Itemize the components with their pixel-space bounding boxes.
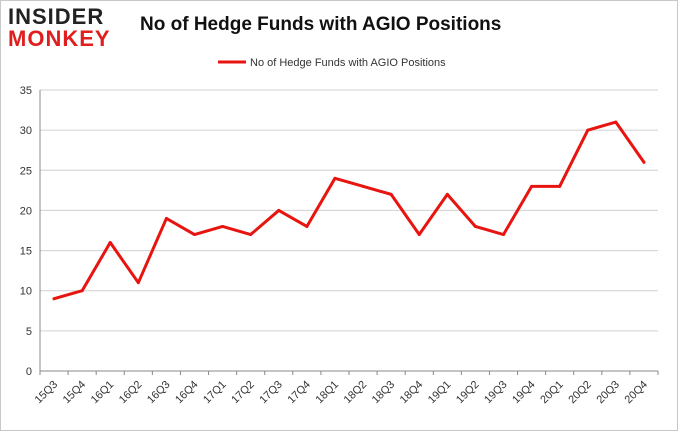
y-tick-label: 30	[20, 125, 32, 137]
data-point	[305, 224, 309, 228]
data-point	[473, 224, 477, 228]
data-point	[502, 233, 505, 237]
x-tick-label: 15Q4	[61, 379, 89, 407]
data-point	[642, 160, 646, 164]
data-point	[193, 233, 196, 237]
x-tick-label: 18Q3	[370, 379, 398, 407]
insider-monkey-logo: INSIDER MONKEY	[8, 6, 111, 50]
data-point	[389, 192, 393, 196]
x-tick-label: 17Q3	[257, 379, 285, 407]
chart-title: No of Hedge Funds with AGIO Positions	[140, 14, 502, 35]
data-point	[136, 281, 140, 285]
x-tick-label: 16Q1	[89, 379, 117, 407]
data-point	[221, 224, 225, 228]
x-tick-label: 17Q4	[285, 379, 313, 407]
x-tick-label: 18Q4	[398, 379, 426, 407]
x-tick-label: 16Q2	[117, 379, 145, 407]
x-tick-label: 16Q4	[173, 379, 201, 407]
data-point	[108, 241, 112, 245]
data-point	[530, 184, 534, 188]
series-line	[52, 120, 646, 301]
x-tick-label: 20Q2	[566, 379, 594, 407]
x-tick-label: 17Q2	[229, 379, 257, 407]
x-tick-label: 19Q1	[426, 379, 454, 407]
y-tick-label: 5	[26, 326, 32, 338]
y-tick-label: 25	[20, 165, 32, 177]
data-point	[361, 184, 365, 188]
y-tick-label: 10	[20, 286, 32, 298]
x-tick-label: 17Q1	[201, 379, 229, 407]
data-point	[586, 128, 590, 132]
x-tick-label: 20Q1	[538, 379, 566, 407]
x-tick-label: 20Q3	[594, 379, 622, 407]
data-point	[249, 233, 253, 237]
legend-label: No of Hedge Funds with AGIO Positions	[250, 57, 446, 69]
logo-line-1: INSIDER	[8, 4, 105, 29]
x-tick-label: 15Q3	[33, 379, 61, 407]
data-point	[52, 297, 56, 301]
y-tick-label: 35	[20, 85, 32, 97]
x-tick-label: 19Q2	[454, 379, 482, 407]
x-tick-label: 19Q4	[510, 379, 538, 407]
y-tick-label: 20	[20, 205, 32, 217]
data-point	[445, 192, 449, 196]
y-tick-label: 15	[20, 246, 32, 258]
x-tick-label: 20Q4	[623, 379, 651, 407]
y-tick-label: 0	[26, 366, 32, 378]
data-point	[558, 184, 562, 188]
data-point	[277, 208, 281, 212]
x-tick-label: 16Q3	[145, 379, 173, 407]
x-tick-label: 18Q2	[342, 379, 370, 407]
logo-line-2: MONKEY	[8, 26, 111, 51]
x-tick-label: 19Q3	[482, 379, 510, 407]
data-point	[417, 233, 421, 237]
data-point	[164, 216, 168, 220]
data-point	[333, 176, 337, 180]
data-point	[80, 289, 84, 293]
data-point	[614, 120, 618, 124]
x-tick-label: 18Q1	[314, 379, 342, 407]
